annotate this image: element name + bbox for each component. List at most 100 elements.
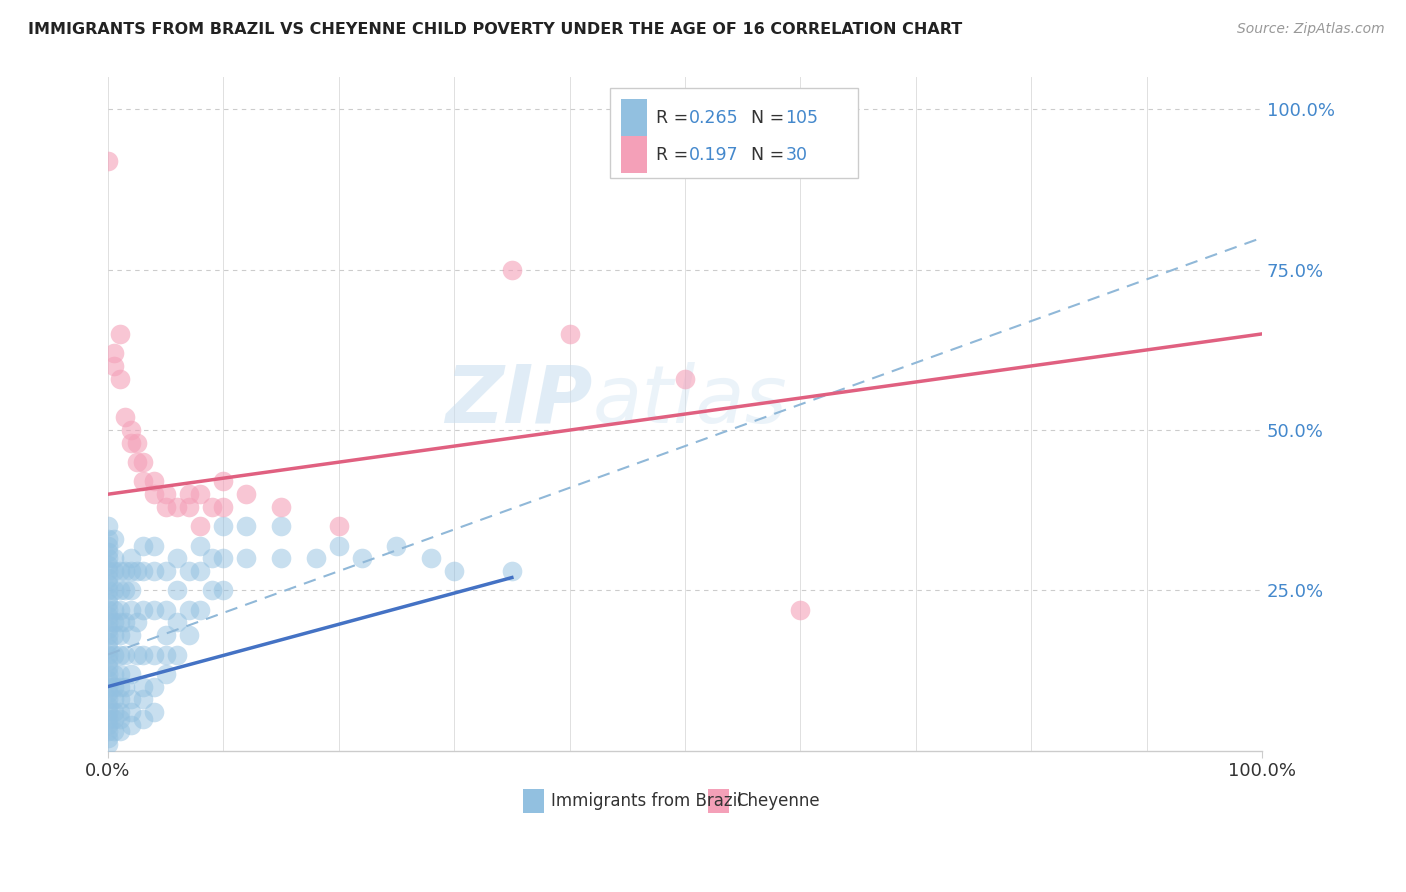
Point — [131, 680, 153, 694]
Text: atlas: atlas — [593, 361, 787, 440]
Point — [131, 455, 153, 469]
Point — [97, 634, 120, 648]
Point — [120, 436, 142, 450]
Text: N =: N = — [751, 146, 789, 164]
Point — [97, 686, 120, 700]
Point — [131, 564, 153, 578]
Point — [120, 628, 142, 642]
Point — [114, 615, 136, 630]
Point — [155, 487, 177, 501]
Point — [155, 666, 177, 681]
Point — [97, 596, 120, 610]
Point — [143, 475, 166, 489]
Point — [108, 724, 131, 739]
Point — [97, 641, 120, 656]
Text: 105: 105 — [786, 109, 818, 127]
Point — [155, 628, 177, 642]
Bar — [610, 87, 858, 178]
Point — [125, 648, 148, 662]
Point — [97, 532, 120, 546]
Point — [212, 500, 235, 514]
Point — [235, 487, 257, 501]
Point — [97, 609, 120, 624]
Point — [166, 551, 188, 566]
Point — [120, 564, 142, 578]
Text: Immigrants from Brazil: Immigrants from Brazil — [551, 792, 742, 810]
Point — [328, 539, 350, 553]
Point — [97, 577, 120, 591]
Point — [188, 539, 211, 553]
Point — [97, 718, 120, 732]
Point — [143, 602, 166, 616]
Point — [103, 705, 125, 719]
Point — [114, 583, 136, 598]
Point — [177, 628, 200, 642]
Bar — [621, 136, 647, 173]
Point — [131, 648, 153, 662]
Point — [201, 583, 224, 598]
Point — [201, 500, 224, 514]
Point — [420, 551, 443, 566]
Point — [97, 648, 120, 662]
Point — [114, 680, 136, 694]
Point — [188, 564, 211, 578]
Point — [103, 346, 125, 360]
Point — [155, 500, 177, 514]
Point — [108, 705, 131, 719]
Point — [97, 570, 120, 584]
Point — [120, 583, 142, 598]
Point — [108, 602, 131, 616]
Bar — [523, 789, 544, 814]
Point — [103, 359, 125, 373]
Point — [125, 615, 148, 630]
Point — [97, 673, 120, 688]
Point — [108, 692, 131, 706]
Text: R =: R = — [657, 146, 693, 164]
Point — [108, 564, 131, 578]
Point — [177, 564, 200, 578]
Point — [212, 519, 235, 533]
Point — [143, 680, 166, 694]
Point — [97, 724, 120, 739]
Point — [97, 628, 120, 642]
Point — [103, 615, 125, 630]
Point — [97, 731, 120, 745]
Point — [155, 564, 177, 578]
Point — [103, 666, 125, 681]
Point — [103, 680, 125, 694]
Point — [97, 602, 120, 616]
Point — [143, 539, 166, 553]
Bar — [621, 99, 647, 136]
Point — [328, 519, 350, 533]
Text: 0.197: 0.197 — [689, 146, 738, 164]
Point — [97, 654, 120, 668]
Point — [125, 564, 148, 578]
Point — [108, 615, 131, 630]
Point — [235, 551, 257, 566]
Point — [97, 564, 120, 578]
Point — [385, 539, 408, 553]
Text: N =: N = — [751, 109, 789, 127]
Text: R =: R = — [657, 109, 693, 127]
Point — [143, 487, 166, 501]
Text: 0.265: 0.265 — [689, 109, 738, 127]
Point — [125, 436, 148, 450]
Point — [166, 615, 188, 630]
Point — [108, 372, 131, 386]
Point — [155, 602, 177, 616]
Point — [177, 500, 200, 514]
Point — [201, 551, 224, 566]
Point — [143, 705, 166, 719]
Point — [120, 666, 142, 681]
Point — [97, 698, 120, 713]
Point — [188, 487, 211, 501]
Point — [108, 628, 131, 642]
Point — [97, 692, 120, 706]
Point — [143, 648, 166, 662]
Point — [120, 602, 142, 616]
Point — [131, 712, 153, 726]
Point — [97, 153, 120, 168]
Point — [177, 487, 200, 501]
Point — [125, 455, 148, 469]
Point — [108, 648, 131, 662]
